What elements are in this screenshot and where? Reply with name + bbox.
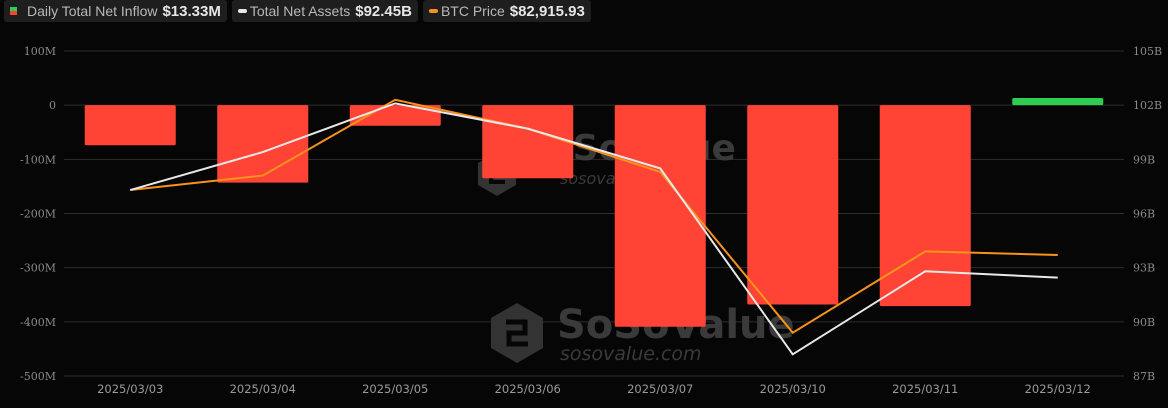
inflow-bar[interactable] [349,105,441,126]
watermark-url-2: sosovalue.com [560,343,702,365]
left-axis-tick: 100M [24,45,56,58]
left-axis-tick: -100M [20,153,56,166]
inflow-bar[interactable] [482,105,574,179]
inflow-bar[interactable] [217,105,309,183]
x-axis-tick: 2025/03/10 [760,382,826,396]
x-axis-tick: 2025/03/11 [892,382,958,396]
left-axis-tick: -500M [20,370,56,383]
right-axis-tick: 102B [1133,99,1162,112]
legend-inflow-label: Daily Total Net Inflow [27,3,158,19]
inflow-bar[interactable] [879,105,971,307]
legend-assets-label: Total Net Assets [249,3,351,19]
inflow-bar[interactable] [614,105,706,327]
legend-assets[interactable]: Total Net Assets $92.45B [231,0,418,22]
right-axis: 105B 102B 99B 96B 93B 90B 87B [1133,45,1162,383]
inflow-bar[interactable] [1012,97,1104,106]
legend-btc[interactable]: BTC Price $82,915.93 [422,0,591,22]
left-axis-tick: -300M [20,262,56,275]
legend: Daily Total Net Inflow $13.33M Total Net… [4,0,591,22]
line-swatch-icon [428,9,438,13]
x-axis-tick: 2025/03/04 [230,382,296,396]
left-axis-tick: -400M [20,316,56,329]
right-axis-tick: 96B [1133,208,1155,221]
legend-inflow[interactable]: Daily Total Net Inflow $13.33M [4,0,227,22]
x-axis: 2025/03/03 2025/03/04 2025/03/05 2025/03/06… [97,382,1091,396]
legend-btc-label: BTC Price [440,3,505,19]
btc-price-line[interactable] [130,98,1058,334]
left-axis-tick: -200M [20,208,56,221]
line-swatch-icon [237,9,247,13]
inflow-bar[interactable] [84,105,176,146]
legend-btc-value: $82,915.93 [509,2,585,20]
x-axis-tick: 2025/03/12 [1025,382,1091,396]
left-axis: 100M 0 -100M -200M -300M -400M -500M [20,45,56,383]
legend-assets-value: $92.45B [355,2,412,20]
right-axis-tick: 93B [1133,262,1155,275]
inflow-bar[interactable] [747,105,839,305]
bar-swatch-icon [10,7,17,15]
x-axis-tick: 2025/03/05 [362,382,428,396]
x-axis-tick: 2025/03/06 [495,382,561,396]
x-axis-tick: 2025/03/07 [627,382,693,396]
left-axis-tick: 0 [49,99,56,112]
total-net-assets-line[interactable] [129,102,1058,356]
right-axis-tick: 105B [1133,45,1162,58]
legend-inflow-value: $13.33M [162,2,221,20]
watermark-logo-icon [491,303,543,363]
x-axis-tick: 2025/03/03 [97,382,163,396]
lines [129,98,1058,356]
right-axis-tick: 87B [1133,370,1155,383]
right-axis-tick: 90B [1133,316,1155,329]
right-axis-tick: 99B [1133,153,1155,166]
